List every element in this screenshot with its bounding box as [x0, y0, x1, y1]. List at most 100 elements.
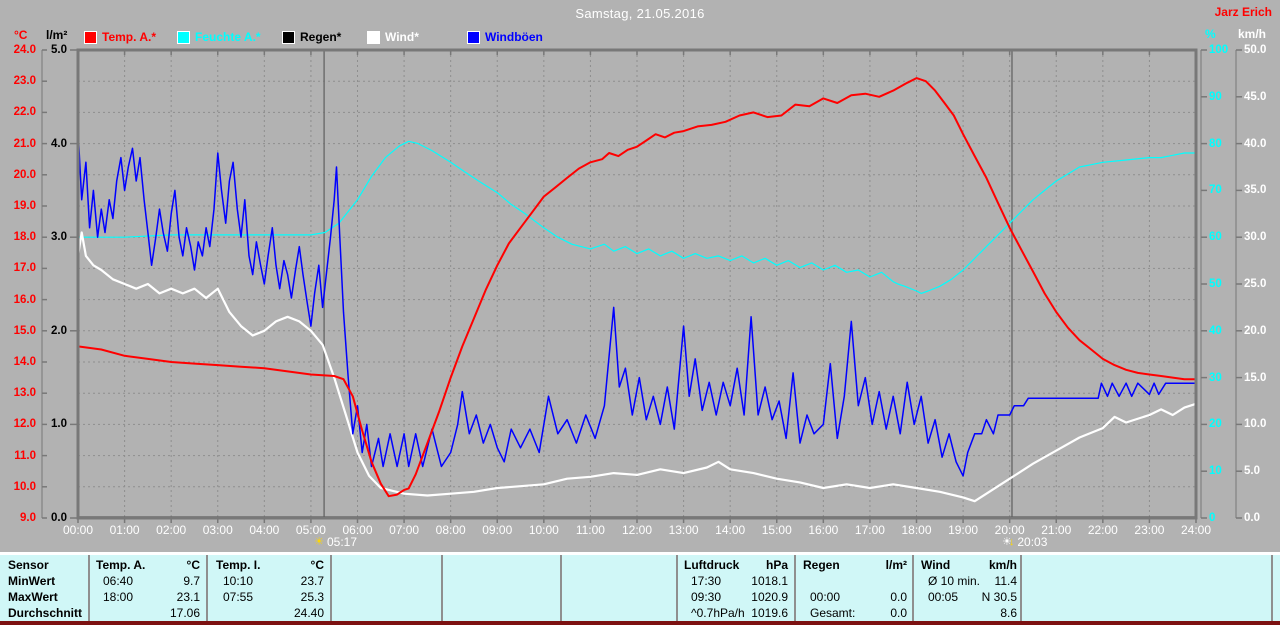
legend-item-4: Windböen [467, 30, 543, 44]
table-cell-value: 9.7 [183, 573, 200, 588]
table-cell: Ø 10 min. 11.4 [919, 573, 1017, 588]
table-separator [794, 555, 796, 621]
humidity-tick-label: 30 [1209, 371, 1222, 384]
x-axis-label: 06:00 [342, 523, 373, 537]
table-col-header: Temp. I. °C [214, 557, 324, 572]
temp-tick-label: 20.0 [13, 168, 36, 181]
legend-item-2: Regen* [282, 30, 341, 44]
temp-tick-label: 24.0 [13, 44, 36, 56]
x-axis-label: 11:00 [575, 523, 605, 537]
legend-swatch-icon [177, 30, 190, 44]
table-cell-time: Ø 10 min. [928, 573, 981, 588]
table-cell-time: 10:10 [223, 573, 254, 588]
table-col-name: Temp. I. [216, 557, 261, 572]
table-cell-time: 18:00 [103, 589, 134, 604]
x-axis-label: 10:00 [528, 523, 559, 537]
table-cell: 00:05 N 30.5 [919, 589, 1017, 604]
table-cell: 09:30 1020.9 [682, 589, 788, 604]
temp-tick-label: 9.0 [20, 512, 36, 524]
table-cell-time: 00:05 [928, 589, 959, 604]
rain-tick-label: 0.0 [51, 512, 67, 524]
legend-label: Windböen [485, 30, 543, 44]
temp-tick-label: 14.0 [13, 356, 36, 368]
x-axis-label: 09:00 [482, 523, 513, 537]
wind-tick-label: 20.0 [1244, 324, 1267, 337]
table-col-header: Temp. A. °C [94, 557, 200, 572]
x-axis-label: 01:00 [109, 523, 140, 537]
wind-axis-unit: km/h [1238, 27, 1267, 41]
table-cell: 07:55 25.3 [214, 589, 324, 604]
temp-tick-label: 18.0 [13, 231, 36, 244]
humidity-tick-label: 60 [1209, 231, 1222, 244]
legend-swatch-icon [467, 30, 480, 44]
humidity-tick-label: 20 [1209, 418, 1222, 431]
x-axis-label: 22:00 [1087, 523, 1118, 537]
legend-label: Regen* [300, 30, 342, 44]
table-col-header: Regen l/m² [801, 557, 907, 572]
table-cell-time: 09:30 [691, 589, 722, 604]
table-separator [1271, 555, 1273, 621]
legend-item-3: Wind* [367, 30, 419, 44]
legend-swatch-icon [84, 30, 97, 44]
series-temp-TempA [77, 77, 1197, 498]
humidity-tick-label: 0 [1209, 512, 1216, 524]
table-cell-time: 00:00 [810, 589, 841, 604]
temp-tick-label: 11.0 [14, 449, 36, 462]
table-cell-value: 11.4 [994, 573, 1017, 588]
table-cell: Gesamt: 0.0 [801, 605, 907, 620]
humidity-tick-label: 90 [1209, 90, 1222, 103]
table-row-label: Durchschnitt [8, 605, 83, 620]
table-cell-time: ^0.7hPa/h [691, 605, 745, 620]
table-cell-value: 0.0 [890, 589, 907, 604]
table-row-label: MaxWert [8, 589, 58, 604]
x-axis-label: 17:00 [854, 523, 885, 537]
x-axis-label: 08:00 [435, 523, 466, 537]
x-axis-label: 00:00 [62, 523, 94, 537]
x-axis-label: 14:00 [715, 523, 746, 537]
legend-item-1: Feuchte A.* [177, 30, 261, 44]
wind-tick-label: 35.0 [1244, 184, 1267, 197]
series-wind-Windben [77, 128, 1197, 477]
x-axis-label: 16:00 [808, 523, 839, 537]
table-cell: 18:00 23.1 [94, 589, 200, 604]
table-cell-value: N 30.5 [981, 589, 1017, 604]
x-axis-label: 24:00 [1180, 523, 1212, 537]
table-cell: 10:10 23.7 [214, 573, 324, 588]
table-row-label: Sensor [8, 557, 49, 572]
x-axis-label: 13:00 [668, 523, 699, 537]
x-axis-label: 03:00 [202, 523, 233, 537]
chart-table-divider [0, 552, 1280, 555]
wind-tick-label: 45.0 [1244, 90, 1267, 103]
x-axis-label: 19:00 [948, 523, 979, 537]
x-axis-label: 20:00 [994, 523, 1025, 537]
table-col-name: Wind [921, 557, 951, 572]
rain-tick-label: 3.0 [51, 231, 67, 244]
wind-tick-label: 15.0 [1244, 371, 1267, 384]
x-axis-label: 21:00 [1041, 523, 1072, 537]
sunset-icon: ☀ [1001, 535, 1012, 548]
table-separator [560, 555, 562, 621]
table-cell-value: 1019.6 [751, 605, 788, 620]
chart-title: Samstag, 21.05.2016 [575, 6, 705, 21]
table-separator [206, 555, 208, 621]
rain-tick-label: 2.0 [51, 324, 67, 337]
rain-tick-label: 5.0 [51, 44, 67, 56]
sunrise-icon: ☀ [314, 535, 324, 548]
table-col-name: Luftdruck [684, 557, 740, 572]
humidity-tick-label: 10 [1209, 465, 1222, 478]
legend-label: Temp. A.* [102, 30, 157, 44]
table-cell-time: 17:30 [691, 573, 722, 588]
table-cell-value: 8.6 [1000, 605, 1017, 620]
wind-tick-label: 10.0 [1244, 418, 1267, 431]
x-axis-label: 05:00 [295, 523, 326, 537]
x-axis-label: 15:00 [761, 523, 792, 537]
temp-tick-label: 15.0 [13, 324, 36, 337]
rain-tick-label: 1.0 [51, 418, 67, 431]
sunset-time: 20:03 [1017, 535, 1048, 549]
table-cell: 17.06 [94, 605, 200, 620]
temp-tick-label: 17.0 [13, 262, 36, 275]
table-cell-value: 0.0 [890, 605, 907, 620]
table-cell-time: 06:40 [103, 573, 134, 588]
wind-tick-label: 30.0 [1244, 231, 1267, 244]
